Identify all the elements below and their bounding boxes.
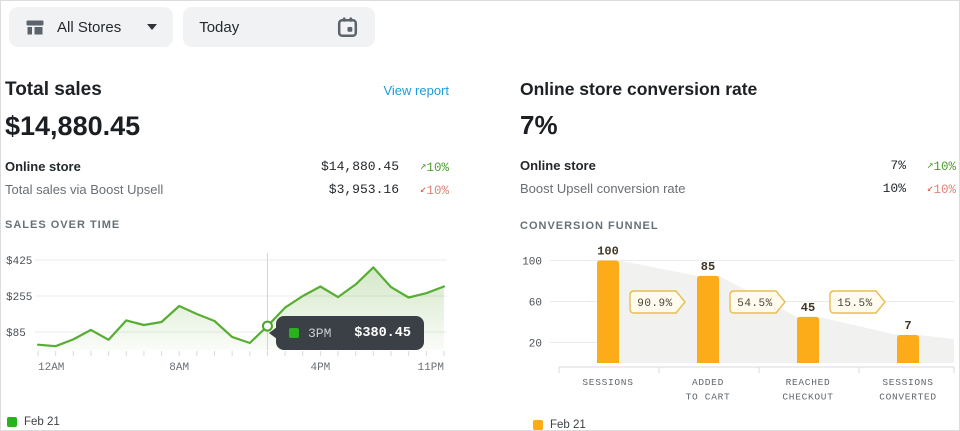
metric-row-boost-upsell: Boost Upsell conversion rate 10% ↙10%: [520, 177, 956, 200]
date-selector-label: Today: [199, 18, 240, 36]
y-axis-label: 60: [529, 298, 542, 310]
conversion-funnel-chart[interactable]: 100 60 20 100 85 45 7 90.9% 54.5% 15.5% SESSIONS AD…: [520, 242, 956, 406]
category-label: REACHED: [786, 377, 831, 388]
step-percent-label: 15.5%: [837, 298, 873, 310]
bar-value-label: 85: [701, 260, 715, 274]
calendar-icon: [336, 16, 359, 39]
sales-line-series: [36, 266, 445, 348]
y-axis-label: 100: [522, 257, 542, 269]
sales-chart-area: $425 $255 $85 12AM 8AM 4PM 11PM 3PM $380.45: [5, 243, 449, 380]
legend-orange-square-icon: [533, 420, 543, 430]
metric-value: $14,880.45: [320, 159, 399, 174]
metric-value: $3,953.16: [328, 182, 399, 197]
x-axis-label: 4PM: [310, 362, 330, 374]
bar-value-label: 7: [904, 319, 911, 333]
store-selector-button[interactable]: All Stores: [9, 7, 174, 47]
step-percent-label: 54.5%: [737, 298, 773, 310]
funnel-bar[interactable]: [697, 275, 719, 363]
metric-delta-up: ↗10%: [399, 159, 449, 175]
store-icon: [25, 19, 45, 36]
category-label: SESSIONS: [582, 377, 633, 388]
conversion-value: 7%: [520, 110, 558, 140]
tooltip-value: $380.45: [354, 325, 411, 341]
metric-value: 10%: [882, 181, 906, 196]
metric-delta-up: ↗10%: [906, 158, 956, 174]
trend-down-icon: ↙: [419, 183, 427, 196]
store-selector-label: All Stores: [57, 18, 122, 36]
trend-up-icon: ↗: [419, 160, 427, 173]
funnel-bar[interactable]: [897, 335, 919, 363]
chart-tooltip: 3PM $380.45: [269, 316, 424, 350]
metric-value: 7%: [890, 158, 906, 173]
funnel-bar[interactable]: [797, 316, 819, 363]
tooltip-time: 3PM: [308, 325, 332, 341]
step-percent-label: 90.9%: [637, 298, 673, 310]
trend-up-icon: ↗: [926, 159, 934, 172]
category-label: TO CART: [686, 392, 731, 403]
sales-over-time-label: SALES OVER TIME: [5, 219, 121, 231]
x-axis-label: 8AM: [169, 362, 189, 374]
sales-legend: Feb 21: [7, 416, 449, 428]
category-label: CHECKOUT: [782, 392, 833, 403]
series-marker-icon: [289, 328, 299, 338]
conversion-metric-rows: Online store 7% ↗10% Boost Upsell conver…: [520, 154, 956, 200]
legend-label: Feb 21: [24, 416, 60, 428]
metric-label: Online store: [520, 158, 596, 173]
metric-row-online-store: Online store 7% ↗10%: [520, 154, 956, 177]
delta-text: 10%: [426, 183, 449, 198]
metric-row-boost-upsell: Total sales via Boost Upsell $3,953.16 ↙…: [5, 178, 449, 201]
topbar: All Stores Today: [9, 7, 376, 47]
conversion-rate-card: Online store conversion rate 7% Online s…: [520, 71, 956, 431]
funnel-bar[interactable]: [597, 260, 619, 364]
y-axis-label: $425: [6, 256, 32, 268]
trend-down-icon: ↙: [926, 182, 934, 195]
legend-label: Feb 21: [550, 419, 586, 431]
delta-text: 10%: [933, 159, 956, 174]
funnel-chart-area: 100 60 20 100 85 45 7 90.9% 54.5% 15.5% SESSIONS AD…: [520, 242, 956, 411]
legend-green-square-icon: [7, 417, 17, 427]
y-axis-label: $255: [6, 292, 32, 304]
delta-text: 10%: [426, 160, 449, 175]
conversion-funnel-label: CONVERSION FUNNEL: [520, 220, 659, 232]
total-sales-value: $14,880.45: [5, 111, 141, 141]
step-percent-badge: [629, 290, 686, 314]
metric-delta-down: ↙10%: [906, 181, 956, 197]
chevron-down-icon: [147, 24, 158, 30]
metric-delta-down: ↙10%: [399, 182, 449, 198]
step-percent-badge: [829, 290, 886, 314]
metric-row-online-store: Online store $14,880.45 ↗10%: [5, 155, 449, 178]
category-label: CONVERTED: [879, 392, 937, 403]
y-axis-label: 20: [529, 339, 542, 351]
sales-over-time-chart[interactable]: $425 $255 $85 12AM 8AM 4PM 11PM: [5, 243, 449, 375]
metric-label: Boost Upsell conversion rate: [520, 181, 686, 196]
bar-value-label: 45: [801, 301, 815, 315]
step-percent-badge: [729, 290, 786, 314]
total-sales-title: Total sales: [5, 79, 102, 100]
x-axis-label: 11PM: [418, 362, 444, 374]
metric-label: Online store: [5, 159, 81, 174]
category-label: SESSIONS: [882, 377, 933, 388]
y-axis-label: $85: [6, 328, 26, 340]
x-axis-label: 12AM: [38, 362, 64, 374]
conversion-title: Online store conversion rate: [520, 79, 758, 99]
metric-label: Total sales via Boost Upsell: [5, 182, 164, 197]
funnel-legend: Feb 21: [533, 419, 956, 431]
total-sales-card: Total sales View report $14,880.45 Onlin…: [5, 71, 449, 428]
sales-metric-rows: Online store $14,880.45 ↗10% Total sales…: [5, 155, 449, 201]
bar-value-label: 100: [597, 245, 619, 259]
view-report-link[interactable]: View report: [383, 83, 449, 98]
delta-text: 10%: [933, 182, 956, 197]
category-label: ADDED: [692, 377, 724, 388]
date-selector-button[interactable]: Today: [183, 7, 376, 47]
